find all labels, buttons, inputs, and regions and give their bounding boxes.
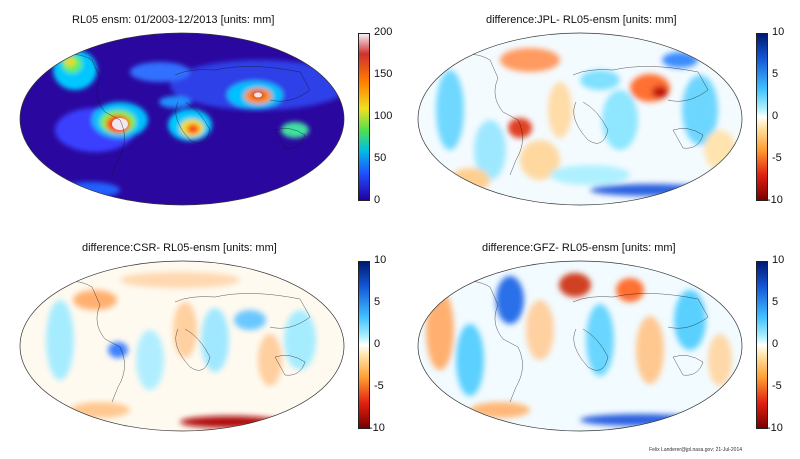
colorbar-tick: 5 <box>772 296 779 308</box>
colorbar-rl05 <box>358 33 370 201</box>
colorbar-tick: -10 <box>369 422 385 434</box>
colorbar-gfz <box>756 261 768 429</box>
colorbar-csr <box>358 261 370 429</box>
panel-title: difference:CSR- RL05-ensm [units: mm] <box>82 242 277 254</box>
author-credit: Felix Landerer@jpl.nasa.gov; 21-Jul-2014 <box>649 447 742 453</box>
colorbar-tick: -5 <box>374 380 384 392</box>
colorbar-tick: -10 <box>767 422 783 434</box>
colorbar-tick: 100 <box>374 110 393 122</box>
panel-title: difference:GFZ- RL05-ensm [units: mm] <box>482 242 676 254</box>
colorbar-tick: 5 <box>374 296 381 308</box>
colorbar-tick: -10 <box>767 194 783 206</box>
colorbar-tick: 200 <box>374 26 393 38</box>
colorbar-tick: 0 <box>772 110 779 122</box>
colorbar-tick: 50 <box>374 152 387 164</box>
colorbar-jpl <box>756 33 768 201</box>
colorbar-tick: 150 <box>374 68 393 80</box>
colorbar-tick: 0 <box>374 338 381 350</box>
colorbar-tick: 5 <box>772 68 779 80</box>
colorbar-tick: -5 <box>772 380 782 392</box>
colorbar-tick: 10 <box>772 254 785 266</box>
colorbar-tick: -5 <box>772 152 782 164</box>
colorbar-tick: 0 <box>772 338 779 350</box>
panel-title: difference:JPL- RL05-ensm [units: mm] <box>486 14 677 26</box>
colorbar-tick: 10 <box>772 26 785 38</box>
panel-title: RL05 ensm: 01/2003-12/2013 [units: mm] <box>72 14 275 26</box>
colorbar-tick: 10 <box>374 254 387 266</box>
colorbar-tick: 0 <box>374 194 381 206</box>
